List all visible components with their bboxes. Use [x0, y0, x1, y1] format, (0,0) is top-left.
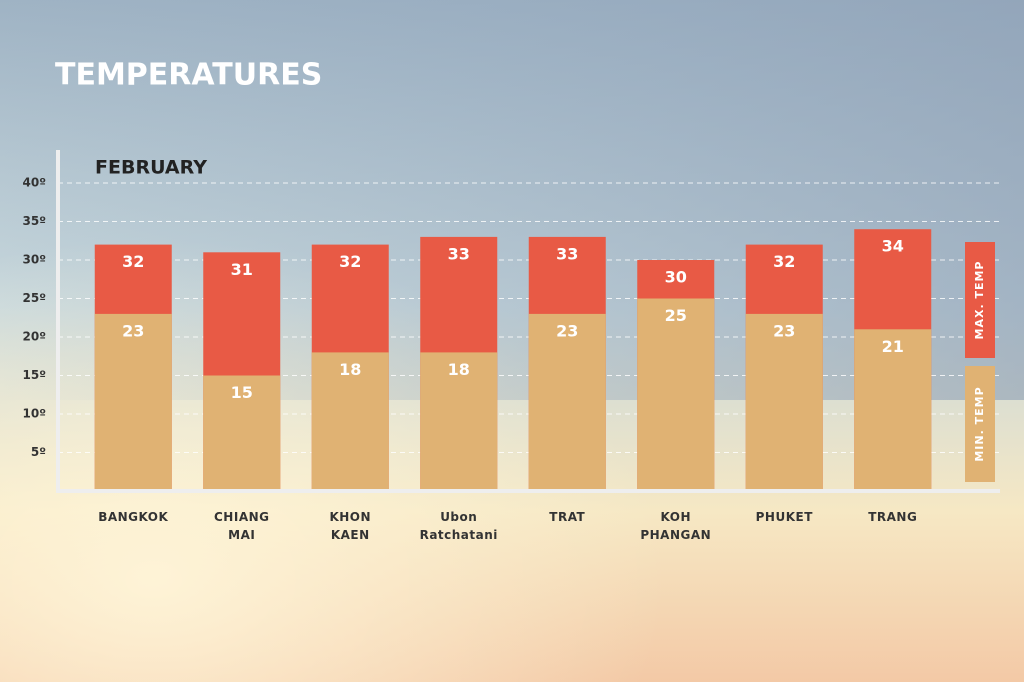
value-label: 32 [339, 252, 361, 271]
value-label: 31 [231, 260, 253, 279]
y-tick-label: 10º [23, 407, 47, 421]
x-tick-label: KOH PHANGAN [640, 510, 711, 542]
chart-subtitle: FEBRUARY [95, 157, 207, 179]
value-label: 33 [556, 244, 578, 263]
bar [854, 329, 932, 491]
y-tick-label: 35º [23, 214, 47, 228]
value-label: 30 [665, 268, 687, 287]
bar [745, 313, 823, 491]
bar [637, 298, 715, 491]
x-tick-label: TRANG [868, 510, 917, 524]
value-label: 23 [556, 321, 578, 340]
value-label: 23 [122, 321, 144, 340]
value-label: 34 [882, 237, 904, 256]
x-tick-label: PHUKET [756, 510, 814, 524]
value-label: 25 [665, 306, 687, 325]
legend-swatch [965, 366, 995, 482]
y-tick-label: 25º [23, 291, 47, 305]
legend-label: MIN. TEMP [973, 386, 986, 461]
bar [420, 352, 498, 491]
bar [94, 313, 172, 491]
value-label: 32 [122, 252, 144, 271]
y-tick-label: 20º [23, 330, 47, 344]
value-label: 18 [448, 360, 470, 379]
x-tick-label: Ubon Ratchatani [420, 510, 498, 542]
value-label: 15 [231, 383, 253, 402]
legend-label: MAX. TEMP [973, 261, 986, 340]
x-tick-label: BANGKOK [98, 510, 168, 524]
y-tick-label: 5º [31, 445, 46, 459]
legend-swatch [965, 242, 995, 358]
y-tick-label: 30º [23, 253, 47, 267]
value-label: 21 [882, 337, 904, 356]
value-label: 32 [773, 252, 795, 271]
bar [311, 352, 389, 491]
value-label: 33 [448, 244, 470, 263]
x-tick-label: TRAT [549, 510, 585, 524]
value-label: 18 [339, 360, 361, 379]
value-label: 23 [773, 321, 795, 340]
bar [203, 375, 281, 491]
chart-title: TEMPERATURES [55, 58, 322, 93]
x-tick-label: KHON KAEN [329, 510, 371, 542]
y-tick-label: 40º [23, 176, 47, 190]
y-tick-label: 15º [23, 368, 47, 382]
x-tick-label: CHIANG MAI [214, 510, 270, 542]
bar [528, 313, 606, 491]
